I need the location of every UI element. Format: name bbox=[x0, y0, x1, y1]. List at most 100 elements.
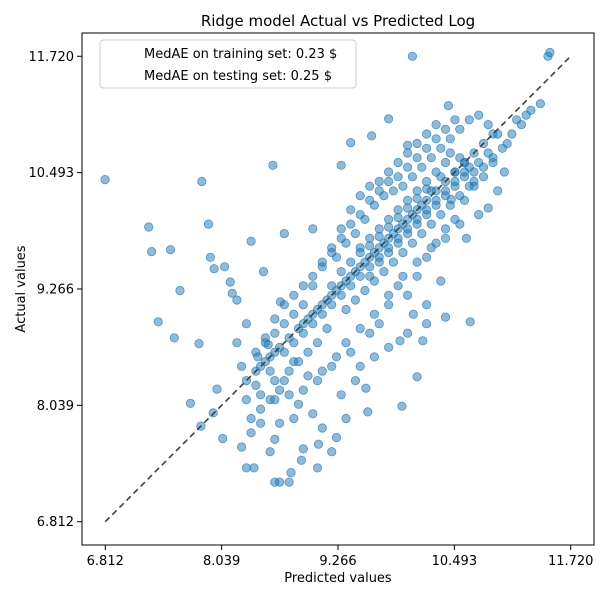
data-point bbox=[312, 338, 323, 348]
data-point bbox=[407, 51, 417, 61]
data-point bbox=[412, 372, 422, 382]
data-point bbox=[298, 328, 308, 338]
data-point bbox=[241, 394, 251, 405]
data-point bbox=[445, 148, 455, 158]
data-point bbox=[421, 184, 432, 194]
data-point bbox=[246, 428, 256, 438]
points-layer bbox=[100, 47, 555, 487]
data-point bbox=[445, 200, 455, 210]
data-point bbox=[426, 219, 436, 229]
data-point bbox=[205, 252, 215, 262]
data-point bbox=[412, 257, 422, 267]
data-point bbox=[346, 138, 356, 148]
data-point bbox=[246, 236, 256, 246]
data-point bbox=[443, 101, 453, 111]
data-point bbox=[402, 203, 413, 213]
legend-box bbox=[99, 39, 357, 89]
data-point bbox=[402, 290, 413, 300]
data-point bbox=[365, 241, 375, 251]
data-point bbox=[483, 120, 493, 130]
data-point bbox=[197, 176, 207, 187]
data-point bbox=[365, 262, 375, 272]
data-point bbox=[153, 317, 163, 327]
data-point bbox=[440, 312, 451, 322]
x-tick-label: 6.812 bbox=[87, 554, 124, 569]
data-point bbox=[265, 394, 275, 405]
data-point bbox=[383, 222, 394, 232]
data-point bbox=[417, 162, 427, 172]
data-point bbox=[350, 375, 360, 386]
data-point bbox=[308, 409, 318, 419]
data-point bbox=[293, 356, 304, 367]
data-point bbox=[279, 375, 289, 386]
data-point bbox=[360, 285, 370, 296]
data-point bbox=[289, 290, 299, 300]
data-point bbox=[241, 319, 251, 329]
data-point bbox=[388, 186, 398, 196]
data-point bbox=[279, 229, 289, 239]
data-point bbox=[165, 245, 176, 255]
data-point bbox=[483, 203, 493, 213]
y-axis: 6.812 8.039 9.266 10.493 11.720 bbox=[29, 50, 82, 530]
data-point bbox=[402, 195, 413, 205]
data-point bbox=[402, 140, 413, 150]
data-point bbox=[521, 110, 531, 120]
data-point bbox=[374, 252, 384, 262]
data-point bbox=[535, 99, 546, 109]
data-point bbox=[355, 323, 365, 334]
data-point bbox=[459, 167, 470, 177]
data-point bbox=[412, 271, 422, 281]
data-point bbox=[499, 167, 509, 177]
data-point bbox=[270, 328, 280, 338]
data-point bbox=[474, 210, 484, 220]
data-point bbox=[450, 176, 460, 187]
data-point bbox=[393, 157, 403, 168]
y-tick-label: 9.266 bbox=[37, 283, 74, 298]
data-point bbox=[417, 229, 427, 239]
data-point bbox=[402, 162, 413, 172]
data-point bbox=[421, 319, 432, 329]
y-tick-label: 10.493 bbox=[29, 166, 75, 181]
data-point bbox=[331, 432, 342, 443]
data-point bbox=[327, 248, 337, 258]
data-point bbox=[144, 222, 154, 232]
data-point bbox=[100, 175, 110, 185]
data-point bbox=[265, 366, 275, 376]
data-point bbox=[464, 115, 474, 125]
data-point bbox=[469, 176, 479, 187]
data-point bbox=[185, 398, 195, 408]
x-tick-label: 8.039 bbox=[203, 554, 240, 569]
data-point bbox=[289, 338, 299, 348]
data-point bbox=[465, 317, 475, 327]
data-point bbox=[274, 385, 285, 395]
data-point bbox=[246, 413, 256, 424]
data-point bbox=[220, 262, 230, 272]
data-point bbox=[383, 114, 394, 124]
data-point bbox=[279, 300, 289, 310]
data-point bbox=[147, 247, 157, 257]
data-point bbox=[388, 257, 398, 267]
data-point bbox=[336, 266, 346, 277]
data-point bbox=[408, 309, 418, 319]
data-point bbox=[393, 205, 403, 215]
data-point bbox=[218, 433, 228, 444]
data-point bbox=[397, 401, 407, 411]
data-point bbox=[412, 138, 422, 149]
data-point bbox=[426, 153, 436, 163]
data-point bbox=[169, 333, 179, 343]
data-point bbox=[402, 328, 413, 338]
data-point bbox=[274, 477, 285, 487]
data-point bbox=[461, 233, 471, 243]
data-point bbox=[450, 115, 460, 125]
data-point bbox=[268, 160, 278, 170]
data-point bbox=[270, 375, 280, 386]
data-point bbox=[225, 277, 235, 287]
data-point bbox=[395, 336, 405, 346]
data-point bbox=[317, 423, 327, 433]
data-point bbox=[365, 181, 375, 191]
data-point bbox=[312, 463, 323, 473]
data-point bbox=[507, 129, 517, 139]
data-point bbox=[374, 319, 384, 329]
